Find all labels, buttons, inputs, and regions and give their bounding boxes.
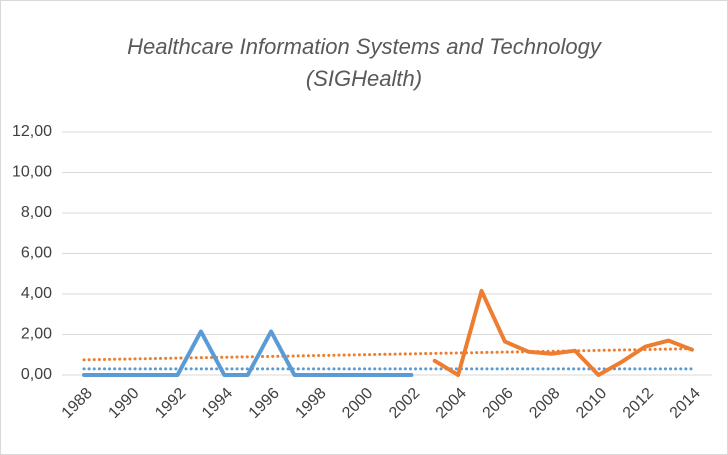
y-tick-label: 12,00 (12, 123, 52, 140)
chart-title: Healthcare Information Systems and Techn… (127, 34, 603, 59)
y-tick-label: 0,00 (21, 366, 52, 383)
y-tick-label: 6,00 (21, 245, 52, 262)
line-series (432, 288, 694, 377)
y-tick-label: 4,00 (21, 285, 52, 302)
y-tick-label: 10,00 (12, 164, 52, 181)
y-tick-label: 8,00 (21, 204, 52, 221)
chart-title: (SIGHealth) (306, 66, 422, 91)
y-tick-label: 2,00 (21, 326, 52, 343)
line-series (82, 329, 414, 377)
